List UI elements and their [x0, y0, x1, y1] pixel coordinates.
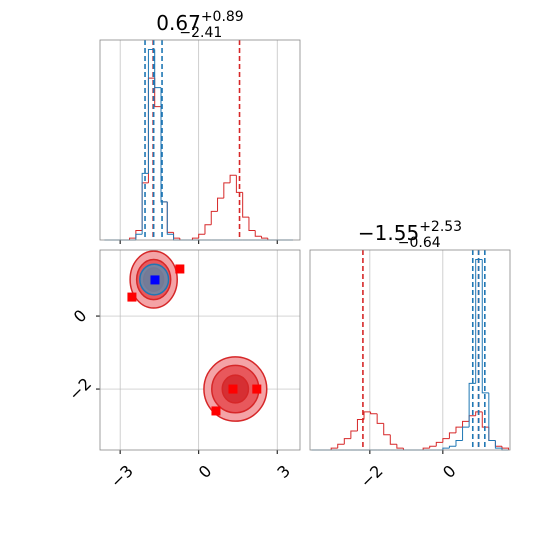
title-plus: +0.89	[201, 9, 244, 25]
title-minus: −2.41	[179, 25, 222, 41]
histogram-step	[229, 174, 237, 183]
histogram-step	[468, 382, 476, 428]
marker	[150, 275, 160, 285]
histogram-step	[475, 259, 483, 384]
histogram-step	[389, 434, 397, 445]
y-tick-label: −2	[65, 374, 95, 404]
histogram-step	[494, 440, 502, 447]
histogram-step	[141, 172, 149, 235]
histogram-step	[160, 87, 168, 203]
histogram-step	[210, 210, 218, 225]
histogram-step	[481, 259, 489, 394]
histogram-step	[462, 426, 470, 441]
histogram-step	[350, 430, 358, 439]
x-tick-label: −3	[107, 461, 137, 491]
histogram-step	[217, 197, 224, 212]
histogram-step	[154, 78, 161, 108]
title-value: 0.67	[156, 11, 201, 35]
histogram-step	[370, 411, 378, 415]
histogram-step	[254, 230, 262, 237]
axes-frame	[99, 39, 301, 241]
histogram-step	[204, 224, 212, 235]
histogram-step	[448, 432, 456, 439]
marker	[252, 384, 262, 394]
x-tick-label: 3	[273, 461, 294, 482]
histogram-step	[396, 444, 404, 449]
panel-title: −1.55+2.53 −0.64	[358, 219, 462, 251]
histogram-step	[223, 182, 231, 199]
title-minus: −0.64	[398, 235, 441, 251]
histogram-step	[383, 423, 391, 436]
axes-frame	[309, 249, 511, 451]
histogram-step	[481, 411, 489, 428]
histogram-step	[173, 234, 180, 241]
histogram-step	[429, 445, 437, 449]
histogram-step	[455, 426, 463, 433]
histogram-step	[141, 182, 149, 231]
histogram-step	[129, 237, 136, 240]
histogram-step	[330, 447, 338, 450]
marker	[175, 264, 185, 274]
histogram-step	[442, 447, 450, 450]
x-tick-label: 0	[439, 461, 460, 482]
y-tick-label: 0	[70, 306, 91, 327]
histogram-step	[166, 201, 174, 235]
title-value: −1.55	[358, 221, 419, 245]
histogram-step	[475, 411, 483, 416]
histogram-step	[376, 413, 384, 424]
x-tick-label: 0	[195, 461, 216, 482]
histogram-step	[501, 446, 510, 450]
histogram-step	[356, 419, 365, 431]
histogram-step	[337, 443, 345, 449]
histogram-step	[363, 411, 371, 420]
histogram-step	[166, 201, 174, 233]
histogram-step	[442, 438, 450, 443]
marker	[211, 406, 221, 416]
histogram-step	[422, 447, 430, 450]
histogram-step	[488, 392, 496, 441]
x-tick-label: −2	[356, 461, 386, 491]
panel-title: 0.67+0.89 −2.41	[156, 9, 243, 41]
histogram-step	[435, 441, 443, 447]
axes-frame	[99, 249, 301, 451]
histogram-step	[343, 438, 351, 445]
histogram-step	[173, 232, 180, 239]
marker	[228, 384, 238, 394]
histogram-step	[261, 236, 268, 239]
histogram-step	[462, 420, 470, 428]
histogram-step	[154, 49, 161, 89]
marker	[127, 292, 137, 302]
histogram-step	[198, 233, 205, 239]
histogram-step	[248, 217, 256, 231]
title-plus: +2.53	[419, 219, 462, 235]
histogram-step	[147, 49, 155, 174]
histogram-step	[235, 175, 243, 193]
histogram-step	[191, 237, 199, 240]
histogram-step	[488, 427, 496, 441]
histogram-step	[455, 439, 463, 447]
histogram-step	[448, 445, 456, 449]
histogram-step	[135, 233, 143, 240]
histogram-step	[242, 192, 249, 218]
histogram-step	[494, 440, 502, 449]
